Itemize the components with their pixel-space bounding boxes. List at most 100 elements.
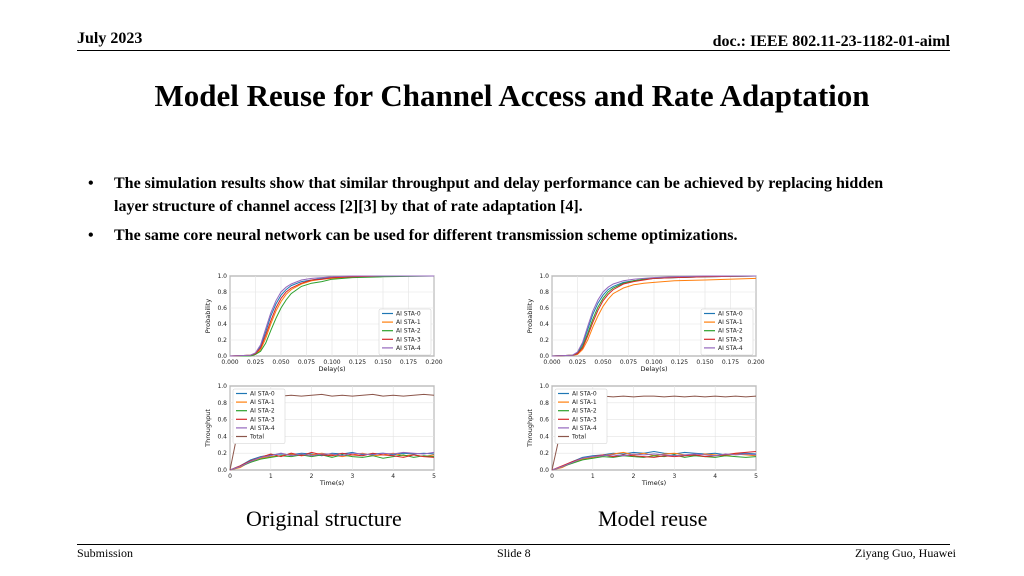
legend-label: AI STA-1 (250, 399, 275, 406)
x-tick-label: 0.050 (594, 359, 611, 366)
y-tick-label: 0.0 (539, 467, 549, 474)
y-tick-label: 0.6 (217, 305, 227, 312)
x-tick-label: 2 (310, 473, 314, 480)
series-line (229, 275, 434, 357)
legend-label: AI STA-3 (572, 416, 597, 423)
footer-slide-number: Slide 8 (497, 546, 531, 560)
y-tick-label: 1.0 (217, 273, 227, 280)
x-tick-label: 0.100 (645, 359, 662, 366)
legend-box (378, 308, 432, 356)
x-axis-label: Time(s) (319, 479, 344, 487)
x-tick-label: 4 (713, 473, 717, 480)
legend-label: AI STA-4 (572, 425, 597, 432)
y-tick-label: 1.0 (217, 383, 227, 390)
header-divider (77, 50, 950, 51)
legend-label: AI STA-2 (718, 328, 743, 335)
legend-label: AI STA-1 (718, 319, 743, 326)
y-tick-label: 0.8 (217, 289, 227, 296)
x-tick-label: 0.100 (323, 359, 340, 366)
x-tick-label: 0.175 (400, 359, 417, 366)
x-tick-label: 5 (754, 473, 758, 480)
y-tick-label: 0.2 (217, 450, 227, 457)
x-tick-label: 0.050 (272, 359, 289, 366)
x-tick-label: 0.150 (374, 359, 391, 366)
legend-label: AI STA-2 (572, 408, 597, 415)
x-tick-label: 0.075 (298, 359, 315, 366)
x-tick-label: 0.200 (425, 359, 442, 366)
bullet-item: • The same core neural network can be use… (88, 224, 918, 247)
legend-label: AI STA-1 (396, 319, 421, 326)
legend-label: AI STA-3 (396, 336, 421, 343)
y-tick-label: 0.6 (217, 417, 227, 424)
caption-original: Original structure (246, 506, 402, 531)
y-tick-label: 0.4 (539, 433, 549, 440)
legend-label: AI STA-3 (718, 336, 743, 343)
y-tick-label: 1.0 (539, 383, 549, 390)
x-tick-label: 4 (391, 473, 395, 480)
x-tick-label: 0.150 (696, 359, 713, 366)
legend-label: AI STA-3 (250, 416, 275, 423)
y-axis-label: Throughput (526, 409, 534, 448)
footer-submission: Submission (77, 546, 134, 560)
footer-author: Ziyang Guo, Huawei (855, 546, 956, 560)
y-tick-label: 0.2 (539, 337, 549, 344)
y-tick-label: 0.0 (539, 353, 549, 360)
y-tick-label: 1.0 (539, 273, 549, 280)
y-tick-label: 0.4 (539, 321, 549, 328)
chart-throughput-original: 0 1 2 3 4 5 0.0 0.2 0.4 0.6 0.8 1.0 Time(s) Throughpu… (204, 383, 436, 487)
footer-divider (77, 544, 950, 545)
legend-label: AI STA-0 (718, 311, 743, 318)
y-tick-label: 0.0 (217, 467, 227, 474)
y-tick-label: 0.8 (539, 289, 549, 296)
x-tick-label: 5 (432, 473, 436, 480)
bullet-list: • The simulation results show that simila… (88, 172, 918, 253)
y-tick-label: 0.8 (217, 400, 227, 407)
bullet-item: • The simulation results show that simila… (88, 172, 918, 218)
bullet-glyph: • (88, 175, 94, 192)
series-line (230, 275, 435, 357)
x-tick-label: 3 (672, 473, 676, 480)
series-line (229, 451, 435, 471)
y-axis-label: Probability (204, 299, 212, 334)
x-tick-label: 2 (632, 473, 636, 480)
x-tick-label: 0.000 (221, 359, 238, 366)
y-tick-label: 0.2 (217, 337, 227, 344)
y-tick-label: 0.6 (539, 417, 549, 424)
x-tick-label: 0.075 (620, 359, 637, 366)
y-axis-label: Throughput (204, 409, 212, 448)
y-tick-label: 0.0 (217, 353, 227, 360)
x-axis-label: Delay(s) (318, 365, 345, 373)
x-tick-label: 1 (269, 473, 273, 480)
series-line (551, 453, 757, 471)
legend-label: AI STA-0 (572, 391, 597, 398)
y-tick-label: 0.4 (217, 433, 227, 440)
x-tick-label: 0.000 (543, 359, 560, 366)
legend-label: AI STA-4 (250, 425, 275, 432)
legend-label: AI STA-4 (396, 345, 421, 352)
header-date: July 2023 (77, 30, 143, 47)
y-tick-label: 0.8 (539, 400, 549, 407)
legend-label: AI STA-1 (572, 399, 597, 406)
series-line (229, 275, 434, 357)
series-line (551, 454, 757, 471)
caption-reuse: Model reuse (598, 506, 708, 531)
legend-box (700, 308, 754, 356)
x-tick-label: 0.025 (569, 359, 586, 366)
legend-label: AI STA-4 (718, 345, 743, 352)
header-doc-id: doc.: IEEE 802.11-23-1182-01-aiml (712, 33, 950, 50)
x-tick-label: 0 (228, 473, 232, 480)
x-tick-label: 1 (591, 473, 595, 480)
bullet-text: The simulation results show that similar… (114, 175, 884, 215)
x-tick-label: 0.125 (671, 359, 688, 366)
legend-label: Total (249, 434, 264, 441)
y-tick-label: 0.4 (217, 321, 227, 328)
legend-label: AI STA-0 (250, 391, 275, 398)
y-axis-label: Probability (526, 299, 534, 334)
chart-throughput-reuse: 0 1 2 3 4 5 0.0 0.2 0.4 0.6 0.8 1.0 Time(s) Throughpu… (526, 383, 758, 487)
y-tick-label: 0.6 (539, 305, 549, 312)
series-line (551, 275, 757, 357)
legend-label: AI STA-0 (396, 311, 421, 318)
chart-delay-cdf-original: 0.000 0.025 0.050 0.075 0.100 0.125 0.150 0.175… (204, 273, 443, 373)
x-axis-label: Time(s) (641, 479, 666, 487)
slide-title: Model Reuse for Channel Access and Rate … (154, 78, 870, 113)
